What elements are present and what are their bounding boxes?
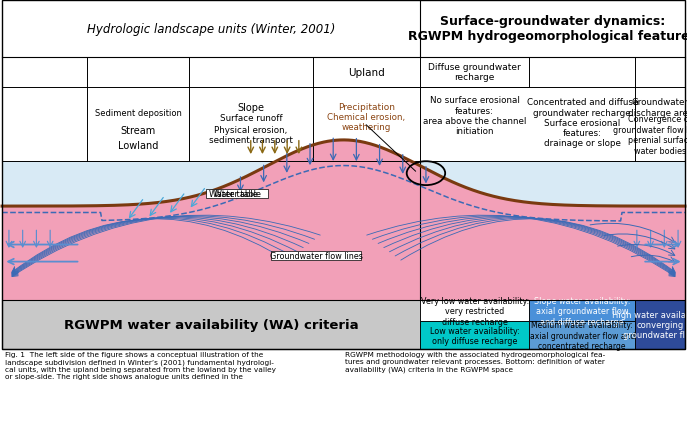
Bar [529, 300, 635, 322]
Text: Physical erosion,
sediment transport: Physical erosion, sediment transport [209, 126, 293, 145]
Bar [420, 322, 529, 349]
Bar [529, 322, 635, 349]
Text: Diffuse groundwater
recharge: Diffuse groundwater recharge [428, 63, 521, 82]
Text: Stream: Stream [120, 126, 156, 135]
Text: Sediment deposition: Sediment deposition [95, 109, 181, 118]
Bar [420, 1, 685, 58]
Text: Upland: Upland [348, 67, 385, 78]
Text: Concentrated and diffuse
groundwater recharge: Concentrated and diffuse groundwater rec… [526, 98, 638, 117]
Bar [206, 190, 268, 199]
Bar [2, 300, 685, 349]
Bar [271, 251, 361, 261]
Bar [635, 300, 685, 349]
Text: RGWPM water availability (WA) criteria: RGWPM water availability (WA) criteria [64, 318, 359, 331]
Text: Surface-groundwater dynamics:
RGWPM hydrogeomorphological features: Surface-groundwater dynamics: RGWPM hydr… [408, 15, 687, 43]
Text: Convergence of
groundwater flow lines:
perenial surface
water bodies: Convergence of groundwater flow lines: p… [613, 115, 687, 155]
Text: Groundwater flow lines: Groundwater flow lines [269, 251, 363, 261]
Bar [2, 300, 420, 349]
Text: Very low water availability:
very restricted
diffuse recharge: Very low water availability: very restri… [420, 296, 529, 326]
Bar [2, 1, 685, 349]
Text: Surface erosional
features:
drainage or slope: Surface erosional features: drainage or … [544, 118, 620, 148]
Text: Hydrologic landscape units (Winter, 2001): Hydrologic landscape units (Winter, 2001… [87, 23, 335, 36]
Text: Slope: Slope [237, 103, 264, 112]
Text: Low water availability:
only diffuse recharge: Low water availability: only diffuse rec… [430, 326, 519, 345]
Text: Groundwater
discharge area: Groundwater discharge area [628, 98, 687, 117]
Text: Water table: Water table [214, 190, 260, 199]
Text: No surface erosional
features:
area above the channel
initiation: No surface erosional features: area abov… [423, 96, 526, 136]
Text: Slope water availability:
axial groundwater flow
and diffuse recharge: Slope water availability: axial groundwa… [534, 296, 631, 326]
Text: Chemical erosion,
weathering: Chemical erosion, weathering [328, 113, 405, 132]
Text: High water availability:
converging
groundwater flow: High water availability: converging grou… [612, 310, 687, 340]
Text: Fig. 1  The left side of the figure shows a conceptual illustration of the
lands: Fig. 1 The left side of the figure shows… [5, 351, 276, 379]
Text: Precipitation: Precipitation [338, 103, 395, 112]
Text: Lowland: Lowland [118, 141, 158, 150]
Bar [2, 162, 685, 300]
Bar [420, 300, 529, 322]
Bar [313, 58, 420, 87]
Text: Water table: Water table [209, 190, 258, 199]
Text: Medium water availability:
axial groundwater flow and
concentrated recharge: Medium water availability: axial groundw… [530, 321, 635, 350]
Bar [2, 1, 420, 58]
Text: RGWPM methodology with the associated hydrogeomorphological fea-
tures and groun: RGWPM methodology with the associated hy… [345, 351, 605, 372]
Text: Surface runoff: Surface runoff [220, 114, 282, 123]
